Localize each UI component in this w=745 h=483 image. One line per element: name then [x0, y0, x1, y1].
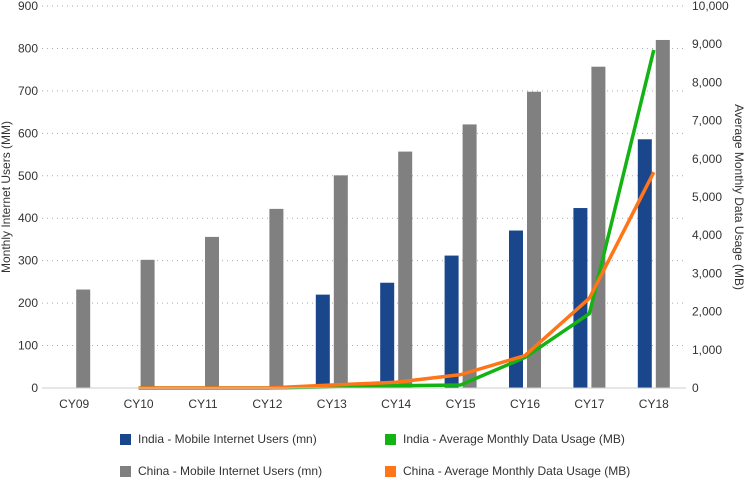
y-axis-title: Monthly Internet Users (MM): [0, 121, 13, 273]
y-tick-label: 500: [18, 169, 38, 183]
x-tick-label: CY13: [317, 397, 347, 411]
bar-india: [444, 255, 459, 388]
legend-swatch: [120, 465, 131, 477]
legend-swatch: [120, 433, 131, 445]
bar-china: [527, 91, 541, 388]
legend-india-usage: India - Average Monthly Data Usage (MB): [385, 432, 625, 446]
x-tick-label: CY16: [510, 397, 540, 411]
y-tick-label: 400: [18, 211, 38, 225]
y2-tick-label: 2,000: [692, 305, 722, 319]
bar-india: [637, 139, 652, 388]
y2-tick-label: 3,000: [692, 266, 722, 280]
bar-china: [269, 208, 284, 388]
y-tick-label: 100: [18, 339, 38, 353]
x-tick-label: CY18: [639, 397, 669, 411]
bar-china: [462, 124, 477, 389]
bar-india: [573, 208, 588, 388]
x-tick-label: CY17: [574, 397, 604, 411]
bar-india: [509, 230, 523, 388]
x-tick-label: CY12: [252, 397, 282, 411]
bar-india: [380, 282, 395, 388]
x-tick-label: CY11: [188, 397, 217, 411]
legend-swatch: [385, 433, 396, 445]
y2-tick-label: 10,000: [692, 0, 729, 13]
bar-china: [655, 39, 670, 388]
bar-china: [398, 151, 413, 388]
legend-label: China - Average Monthly Data Usage (MB): [403, 464, 631, 478]
y2-tick-label: 0: [692, 381, 699, 395]
legend-china-users: China - Mobile Internet Users (mn): [120, 464, 322, 478]
y-tick-label: 200: [18, 296, 38, 310]
bar-china: [140, 259, 155, 388]
bar-china: [333, 175, 348, 388]
bar-china: [76, 289, 91, 388]
y2-tick-label: 8,000: [692, 75, 722, 89]
legend-label: India - Mobile Internet Users (mn): [138, 432, 317, 446]
legend-label: India - Average Monthly Data Usage (MB): [403, 432, 625, 446]
legend-china-usage: China - Average Monthly Data Usage (MB): [385, 464, 630, 478]
x-tick-label: CY14: [381, 397, 411, 411]
x-tick-label: CY15: [446, 397, 476, 411]
y-tick-label: 800: [18, 41, 38, 55]
y2-tick-label: 5,000: [692, 190, 722, 204]
y-tick-label: 300: [18, 254, 38, 268]
y-tick-label: 600: [18, 126, 38, 140]
y2-tick-label: 6,000: [692, 152, 722, 166]
x-tick-label: CY10: [124, 397, 154, 411]
y2-tick-label: 7,000: [692, 114, 722, 128]
y-tick-label: 900: [18, 0, 38, 13]
bar-india: [315, 294, 330, 388]
y2-tick-label: 9,000: [692, 37, 722, 51]
y-tick-label: 0: [31, 381, 38, 395]
y2-axis-title: Average Monthly Data Usage (MB): [732, 104, 745, 290]
legend-label: China - Mobile Internet Users (mn): [138, 464, 323, 478]
y2-tick-label: 1,000: [692, 343, 722, 357]
y2-tick-label: 4,000: [692, 228, 722, 242]
y-tick-label: 700: [18, 84, 38, 98]
x-tick-label: CY09: [59, 397, 89, 411]
legend-india-users: India - Mobile Internet Users (mn): [120, 432, 317, 446]
bar-china: [591, 66, 606, 388]
bar-china: [205, 236, 219, 388]
legend-swatch: [385, 465, 396, 477]
